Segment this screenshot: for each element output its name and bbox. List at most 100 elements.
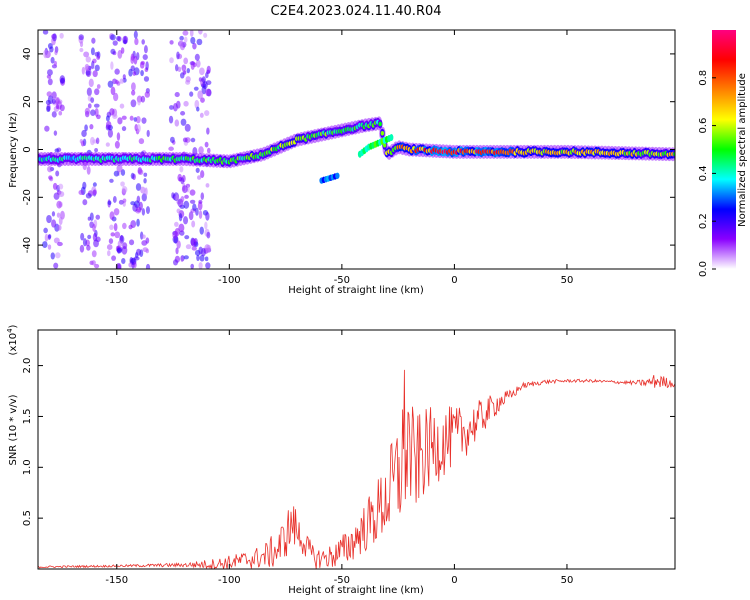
noise-speck	[121, 186, 128, 194]
ridge-cell	[382, 142, 387, 148]
noise-speck	[175, 64, 179, 72]
noise-speck	[117, 117, 123, 125]
noise-speck	[107, 80, 114, 88]
noise-speck	[45, 99, 51, 105]
noise-speck	[58, 111, 63, 116]
colorbar-tick-label: 0.2	[698, 213, 709, 229]
noise-speck	[136, 248, 142, 256]
noise-speck	[194, 99, 200, 109]
noise-speck	[50, 252, 55, 260]
noise-speck	[133, 261, 137, 269]
noise-speck	[138, 138, 145, 145]
snr-ylabel: SNR (10 * v/v)	[8, 394, 19, 465]
noise-speck	[44, 233, 49, 242]
noise-speck	[90, 97, 95, 103]
noise-speck	[184, 194, 189, 199]
noise-speck	[54, 49, 58, 56]
noise-speck	[110, 61, 114, 70]
noise-speck	[131, 82, 136, 92]
noise-speck	[140, 95, 146, 103]
y-tick-label: 40	[22, 48, 33, 61]
noise-speck	[199, 226, 204, 235]
noise-speck	[195, 167, 200, 173]
heatmap-cells	[38, 30, 675, 269]
noise-speck	[117, 36, 122, 42]
noise-speck	[84, 63, 90, 72]
noise-speck	[145, 248, 150, 254]
noise-speck	[197, 175, 202, 180]
noise-speck	[134, 37, 139, 46]
noise-speck	[80, 232, 85, 241]
noise-speck	[107, 129, 114, 138]
noise-speck	[79, 138, 83, 144]
y-tick-label: 20	[22, 95, 33, 108]
noise-speck	[91, 60, 95, 70]
noise-speck	[183, 200, 190, 209]
noise-speck	[52, 33, 57, 42]
noise-speck	[192, 42, 197, 50]
noise-speck	[91, 37, 96, 44]
noise-speck	[85, 56, 91, 63]
noise-speck	[53, 237, 60, 244]
noise-speck	[136, 124, 141, 133]
spectrogram-ylabel: Frequency (Hz)	[8, 112, 19, 188]
snr-multiplier-exp: 4	[6, 328, 14, 333]
noise-speck	[139, 61, 145, 69]
snr-multiplier: (x104)	[6, 324, 19, 355]
noise-speck	[107, 200, 112, 206]
noise-speck	[141, 39, 145, 45]
noise-speck	[48, 234, 52, 239]
noise-speck	[46, 105, 51, 113]
noise-speck	[183, 216, 189, 225]
noise-speck	[143, 172, 148, 177]
noise-speck	[195, 207, 199, 216]
noise-speck	[94, 64, 100, 72]
noise-speck	[189, 30, 194, 37]
noise-speck	[201, 247, 206, 257]
noise-speck	[47, 43, 53, 50]
colorbar-gradient	[712, 30, 736, 269]
noise-speck	[135, 183, 142, 191]
x-tick-label: 50	[561, 275, 574, 286]
noise-speck	[93, 103, 100, 108]
noise-speck	[205, 262, 211, 269]
noise-speck	[105, 120, 112, 130]
snr-ticks: -150 -100 -50 0 50 0.5 1.0 1.5 2.0	[22, 330, 675, 586]
noise-speck	[204, 221, 208, 230]
noise-speck	[79, 47, 84, 53]
noise-speck	[176, 51, 180, 60]
noise-speck	[55, 170, 60, 177]
noise-speck	[204, 256, 209, 262]
noise-speck	[47, 165, 53, 173]
noise-speck	[136, 195, 141, 204]
noise-speck	[96, 84, 101, 89]
noise-speck	[43, 227, 48, 234]
noise-speck	[78, 34, 84, 41]
colorbar-tick-label: 0.0	[698, 261, 709, 277]
noise-speck	[82, 181, 87, 190]
y-tick-label: 0	[22, 146, 33, 152]
noise-speck	[114, 68, 120, 75]
blob-cell	[335, 172, 340, 179]
noise-speck	[140, 70, 144, 77]
noise-speck	[87, 234, 92, 240]
noise-speck	[205, 211, 210, 221]
snr-frame	[37, 329, 676, 570]
noise-speck	[58, 216, 63, 226]
noise-speck	[51, 91, 57, 99]
colorbar-ticks: 0.0 0.2 0.4 0.6 0.8	[698, 70, 716, 277]
noise-speck	[136, 218, 140, 227]
noise-speck	[198, 262, 203, 269]
noise-speck	[110, 86, 116, 96]
noise-speck	[174, 221, 179, 227]
noise-speck	[92, 182, 97, 187]
noise-speck	[191, 220, 196, 228]
noise-speck	[121, 126, 127, 132]
noise-speck	[91, 250, 97, 258]
noise-speck	[174, 92, 180, 98]
x-tick-label: -150	[105, 575, 128, 586]
noise-speck	[175, 247, 179, 255]
noise-speck	[168, 146, 174, 151]
spectrogram-panel: -150 -100 -50 0 50 -40 -20 0 20 40 Height of stra…	[8, 29, 676, 296]
